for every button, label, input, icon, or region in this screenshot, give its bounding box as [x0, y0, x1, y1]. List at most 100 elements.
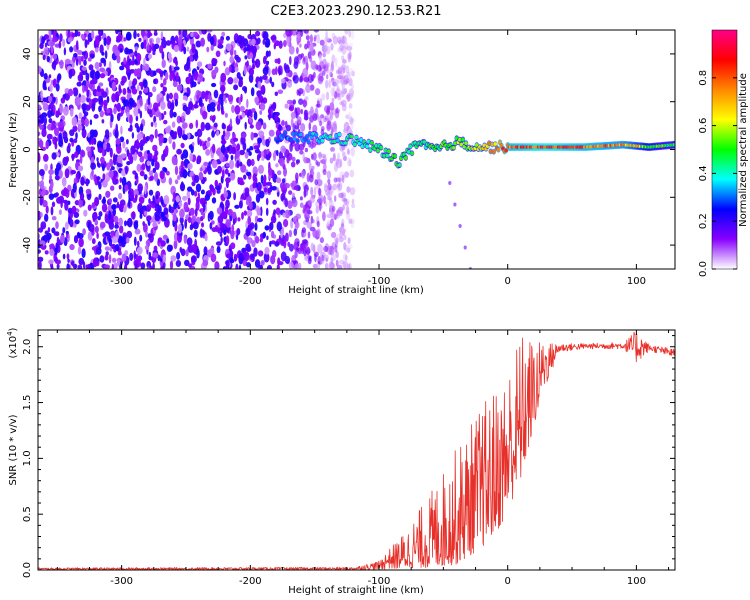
spectrogram-noise-cell [90, 137, 95, 145]
spectrogram-noise-cell [182, 195, 188, 201]
spectrogram-noise-cell [342, 35, 345, 45]
spectrogram-noise-cell [139, 156, 145, 163]
spectrogram-y-tick-label: 20 [22, 95, 33, 108]
spectrogram-noise-cell [311, 170, 315, 177]
spectrogram-noise-cell [345, 200, 349, 207]
spectrogram-noise-cell [326, 170, 332, 180]
spectrogram-noise-cell [52, 96, 56, 102]
spectrogram-noise-cell [151, 158, 155, 167]
spectrogram-noise-cell [262, 66, 269, 76]
spectrogram-noise-cell [91, 102, 96, 112]
spectrogram-noise-cell [80, 33, 85, 40]
spectrogram-noise-cell [229, 172, 236, 181]
spectrogram-noise-cell [337, 95, 342, 101]
spectrogram-noise-cell [69, 244, 75, 251]
spectrogram-noise-cell [342, 253, 348, 261]
spectrogram-noise-cell [279, 157, 285, 167]
spectrogram-noise-cell [55, 231, 60, 237]
spectrogram-noise-cell [339, 75, 345, 83]
spectrogram-noise-cell [224, 67, 231, 76]
spectrogram-noise-cell [318, 202, 322, 212]
spectrogram-noise-cell [284, 209, 291, 219]
spectrogram-noise-cell [265, 207, 269, 216]
spectrogram-noise-cell [177, 204, 180, 210]
spectrogram-noise-cell [161, 51, 165, 60]
spectrogram-noise-cell [214, 179, 219, 187]
spectrogram-noise-cell [296, 47, 299, 55]
spectrogram-noise-cell [336, 233, 343, 243]
spectrogram-ridge-cell [410, 151, 414, 155]
spectrogram-noise-cell [284, 255, 291, 264]
spectrogram-noise-cell [258, 164, 264, 174]
spectrogram-noise-cell [339, 158, 343, 168]
spectrogram-noise-cell [286, 99, 293, 105]
spectrogram-noise-cell [225, 154, 229, 159]
spectrogram-noise-cell [155, 193, 159, 200]
spectrogram-noise-cell [68, 69, 73, 79]
spectrogram-noise-cell [326, 219, 331, 227]
spectrogram-noise-cell [181, 134, 188, 140]
spectrogram-ridge-cell [306, 140, 311, 144]
spectrogram-noise-cell [238, 264, 242, 269]
spectrogram-noise-cell [147, 154, 152, 163]
spectrogram-noise-cell [47, 109, 53, 119]
spectrogram-noise-cell [111, 93, 117, 103]
spectrogram-noise-cell [38, 249, 41, 254]
spectrogram-noise-cell [299, 75, 303, 82]
spectrogram-noise-cell [233, 77, 239, 84]
spectrogram-noise-cell [341, 222, 344, 227]
spectrogram-noise-cell [335, 158, 340, 165]
spectrogram-noise-cell [246, 111, 250, 118]
spectrogram-noise-cell [340, 66, 345, 76]
spectrogram-noise-cell [111, 257, 117, 263]
spectrogram-noise-cell [95, 246, 102, 255]
spectrogram-noise-cell [130, 60, 135, 66]
spectrogram-noise-cell [335, 57, 338, 67]
spectrogram-noise-cell [81, 248, 86, 259]
spectrogram-noise-cell [339, 44, 344, 52]
spectrogram-noise-cell [259, 110, 263, 115]
spectrogram-noise-cell [212, 114, 216, 121]
spectrogram-noise-cell [71, 260, 75, 267]
spectrogram-noise-cell [189, 207, 195, 216]
spectrogram-noise-cell [227, 77, 234, 85]
spectrogram-noise-cell [276, 187, 279, 193]
spectrogram-noise-cell [325, 201, 328, 207]
spectrogram-noise-cell [38, 139, 44, 149]
spectrogram-noise-cell [236, 143, 241, 152]
spectrogram-noise-cell [191, 181, 196, 187]
spectrogram-noise-cell [188, 101, 194, 110]
spectrogram-noise-cell [70, 169, 77, 175]
spectrogram-noise-cell [96, 232, 99, 239]
spectrogram-noise-cell [139, 196, 145, 204]
spectrogram-ridge-cell [672, 143, 675, 147]
spectrogram-noise-cell [74, 219, 80, 225]
spectrogram-noise-cell [225, 199, 230, 209]
spectrogram-ridge-cell [458, 137, 462, 142]
spectrogram-noise-cell [185, 249, 189, 257]
spectrogram-noise-cell [111, 243, 116, 250]
spectrogram-noise-cell [249, 116, 253, 124]
spectrogram-noise-cell [238, 255, 244, 265]
spectrogram-noise-cell [56, 259, 61, 265]
spectrogram-noise-cell [178, 30, 181, 35]
spectrogram-noise-cell [347, 237, 351, 245]
spectrogram-noise-cell [94, 196, 100, 207]
spectrogram-noise-cell [43, 116, 47, 126]
spectrogram-noise-cell [76, 119, 83, 126]
spectrogram-noise-cell [81, 51, 86, 56]
spectrogram-noise-cell [101, 203, 108, 213]
spectrogram-noise-cell [136, 103, 140, 108]
spectrogram-noise-cell [286, 156, 290, 164]
spectrogram-y-tick-label: -20 [22, 189, 33, 205]
snr-background [38, 330, 675, 570]
spectrogram-noise-cell [166, 238, 170, 244]
spectrogram-ridge-cell [292, 137, 297, 141]
spectrogram-noise-cell [154, 150, 159, 157]
spectrogram-noise-cell [343, 261, 347, 269]
spectrogram-noise-cell [349, 67, 353, 77]
spectrogram-noise-cell [187, 186, 193, 192]
spectrogram-noise-cell [211, 130, 216, 138]
spectrogram-noise-cell [129, 114, 133, 125]
spectrogram-noise-cell [146, 32, 153, 37]
